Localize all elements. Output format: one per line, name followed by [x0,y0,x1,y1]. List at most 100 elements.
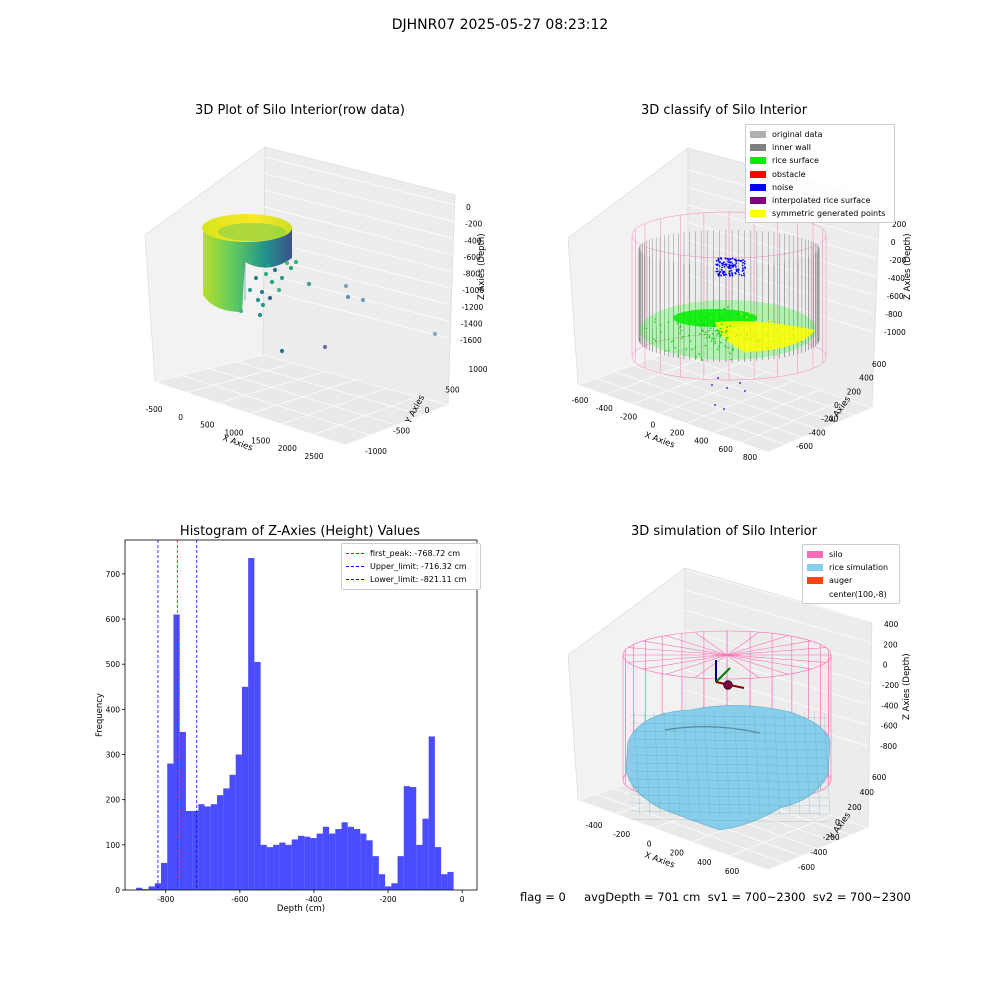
rice-surface-point [654,321,656,323]
rice-surface-point [719,330,721,332]
panel2-title: 3D classify of Silo Interior [640,103,808,118]
histogram-bar [235,754,242,890]
noise-point [714,404,716,406]
rice-surface-point [746,338,749,340]
panel2-classified-points [645,257,811,410]
noise-point [725,264,728,267]
histogram-bar [341,822,348,890]
rice-surface-point [726,326,728,329]
tick-label: -400 [888,274,905,283]
rice-surface-point [711,337,713,340]
noise-point [716,270,719,273]
rice-surface-point [733,336,736,338]
noise-point [718,265,721,267]
rice-surface-point [665,350,667,352]
legend-swatch [750,197,766,205]
rice-surface-point [645,327,647,330]
noise-point [726,257,729,260]
noise-point [741,270,744,272]
histogram-bar [304,836,311,890]
tick-label: -200 [882,681,899,690]
rice-surface-point [746,332,748,335]
tick-label: -1400 [461,319,483,328]
tick-label: 0 [425,406,430,415]
tick-label: 800 [743,453,758,462]
rice-surface-point [772,335,775,337]
raw-data-point [257,312,263,318]
raw-data-point [284,260,290,266]
status-footer: flag = 0 avgDepth = 701 cm sv1 = 700~230… [520,890,911,904]
raw-data-point [247,287,253,293]
noise-point [735,266,737,268]
histogram-bar [428,736,435,890]
noise-point [737,271,740,273]
rice-surface-point [776,328,778,330]
tick-label: 200 [892,220,907,229]
rice-surface-point [749,323,751,326]
legend-entry: rice simulation [807,561,895,574]
rice-surface-point [743,329,745,332]
tick-label: 200 [670,429,685,438]
tick-label: 500 [445,386,460,395]
legend-swatch [750,144,766,152]
rice-surface-point [770,340,773,342]
noise-point [731,272,733,274]
tick-label: -400 [465,236,482,245]
noise-point [735,260,738,262]
histogram-bar [254,661,261,890]
tick-label: 600 [719,445,734,454]
raw-data-point [279,348,285,354]
panel1-ticks: -500 0 500 1000 1500 2000 2500 -1000 -500 0 500 100… [145,203,487,461]
histogram-title: Histogram of Z-Axies (Height) Values [179,524,421,539]
tick-label: 2000 [278,444,297,453]
rice-surface-point [701,359,704,361]
raw-data-point [267,295,273,301]
noise-point [722,272,724,274]
rice-surface-point [685,348,688,351]
y-tick-label: 700 [106,570,121,579]
noise-point [722,270,724,273]
histogram-bar [366,840,373,890]
rice-surface-point [719,336,721,338]
tick-label: -800 [885,310,902,319]
noise-point [730,269,732,272]
rice-surface-point [704,333,706,336]
rice-surface-point [727,337,729,339]
noise-point [741,267,744,270]
histogram-bar [297,835,305,890]
panel4-rice-simulation [625,705,831,831]
y-tick-label: 600 [106,615,121,624]
rice-surface-point [680,337,683,340]
noise-point [742,261,744,264]
rice-surface-point [653,338,655,340]
legend-label: inner wall [772,143,812,153]
rice-surface-point [720,334,722,337]
rice-surface-point [688,334,690,337]
histogram-ticks: -800 -600 -400 -200 0 0 100 200 300 400 500 600 700 [106,570,465,904]
rice-surface-point [668,350,670,352]
noise-point [711,384,713,386]
rice-surface-point [716,329,719,331]
rice-surface-point [771,308,774,311]
noise-point [720,268,723,271]
noise-point [728,270,731,273]
noise-point [743,262,746,265]
legend-label: silo [829,550,843,560]
panel1-gridlines [154,156,456,446]
tick-label: 400 [884,620,899,629]
rice-surface-point [660,331,662,334]
histogram-bar [279,842,286,890]
rice-surface-point [756,339,758,342]
legend-entry: interpolated rice surface [750,194,890,207]
legend-label: symmetric generated points [772,209,886,219]
tick-label: -400 [809,428,826,437]
raw-data-point [263,271,269,277]
tick-label: 600 [725,867,740,876]
rice-surface-point [691,348,693,351]
y-tick-label: 300 [106,751,121,760]
rice-surface-point [749,339,751,342]
noise-point [743,266,746,269]
rice-surface-point [701,330,704,333]
